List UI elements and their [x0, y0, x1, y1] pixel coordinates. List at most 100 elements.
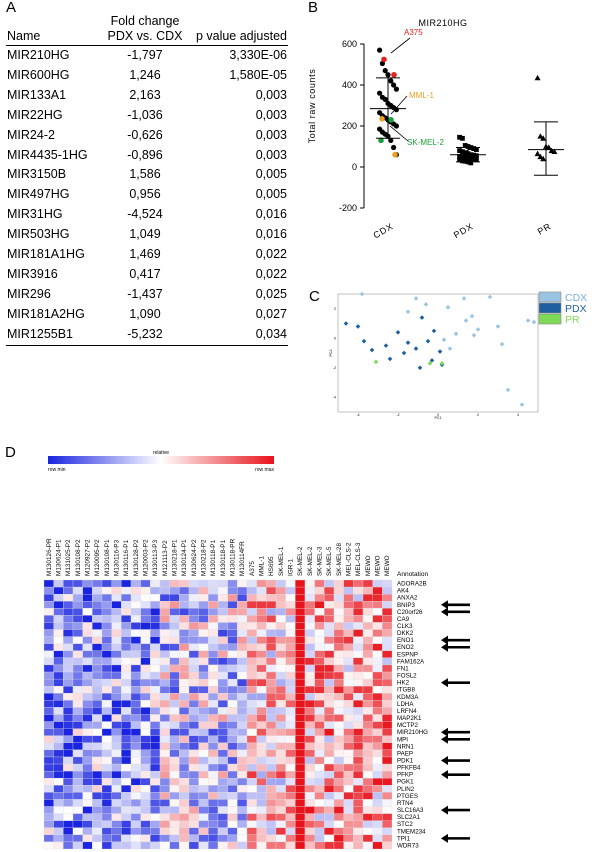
- heatmap-cell: [111, 650, 122, 659]
- heatmap-cell: [382, 735, 393, 743]
- heatmap-cell: [372, 742, 383, 751]
- cdx-point: [379, 60, 385, 67]
- heatmap-cell: [304, 820, 315, 828]
- heatmap-cell: [198, 806, 209, 814]
- heatmap-cell: [111, 657, 122, 666]
- column-label: M130124-P1: [181, 539, 188, 576]
- heatmap-cell: [237, 721, 248, 729]
- heatmap-cell: [295, 714, 306, 722]
- heatmap-cell: [275, 622, 286, 630]
- heatmap-cell: [372, 778, 383, 786]
- heatmap-cell: [237, 763, 248, 772]
- heatmap-cell: [304, 770, 315, 779]
- heatmap-cell: [362, 763, 373, 772]
- heatmap-cell: [63, 763, 74, 772]
- heatmap-cell: [227, 792, 238, 800]
- heatmap-cell: [314, 608, 325, 616]
- highlight-point-mml-1: [392, 151, 398, 158]
- table-row: MIR133A1 2,163 0,003: [6, 86, 288, 106]
- heatmap-cell: [150, 799, 161, 807]
- heatmap-cell: [246, 834, 257, 843]
- heatmap-cell: [198, 834, 209, 843]
- heatmap-cell: [82, 806, 93, 814]
- heatmap-cell: [217, 579, 228, 588]
- heatmap-cell: [53, 686, 64, 694]
- heatmap-cell: [353, 827, 364, 835]
- heatmap-cell: [333, 820, 344, 828]
- heatmap-cell: [101, 594, 112, 602]
- heatmap-cell: [198, 629, 209, 637]
- heatmap-cell: [285, 579, 296, 588]
- heatmap-cell: [227, 700, 238, 708]
- heatmap-cell: [72, 820, 83, 828]
- table-row: MIR600HG 1,246 1,580E-05: [6, 66, 288, 86]
- heatmap-cell: [266, 834, 277, 843]
- heatmap-cell: [324, 770, 335, 779]
- heatmap-cell: [256, 827, 267, 835]
- heatmap-cell: [275, 834, 286, 843]
- heatmap-cell: [121, 792, 132, 800]
- column-label: M120927-P2: [85, 539, 92, 576]
- heatmap-cell: [101, 608, 112, 616]
- heatmap-cell: [372, 629, 383, 637]
- heatmap-cell: [179, 700, 190, 708]
- heatmap-cell: [72, 841, 83, 850]
- pdx-point: [457, 153, 462, 159]
- heatmap-cell: [237, 799, 248, 807]
- pdx-point: [460, 158, 465, 164]
- heatmap-cell: [333, 742, 344, 751]
- heatmap-cell: [227, 763, 238, 772]
- heatmap-cell: [217, 841, 228, 850]
- heatmap-cell: [92, 586, 103, 595]
- heatmap-cell: [266, 579, 277, 588]
- heatmap-cell: [362, 714, 373, 722]
- column-label: M130108-P1: [104, 539, 111, 576]
- heatmap-cell: [101, 827, 112, 835]
- heatmap-cell: [343, 834, 354, 843]
- heatmap-cell: [179, 643, 190, 651]
- heatmap-cell: [295, 678, 306, 687]
- heatmap-cell: [121, 686, 132, 694]
- header-p-value: p value adjusted: [195, 29, 287, 43]
- heatmap-cell: [111, 693, 122, 701]
- heatmap-cell: [188, 594, 199, 602]
- heatmap-cell: [82, 615, 93, 623]
- heatmap-cell: [159, 615, 170, 623]
- heatmap-cell: [382, 693, 393, 701]
- heatmap-cell: [256, 650, 267, 659]
- heatmap-cell: [266, 700, 277, 708]
- heatmap-cell: [63, 827, 74, 835]
- heatmap-cell: [159, 601, 170, 609]
- p-value-cell: 0,005: [255, 167, 287, 182]
- heatmap-cell: [92, 827, 103, 835]
- pca-ylabel: PC2: [329, 350, 333, 357]
- heatmap-cell: [53, 594, 64, 602]
- heatmap-cell: [111, 629, 122, 637]
- heatmap-cell: [295, 841, 306, 850]
- heatmap-cell: [295, 799, 306, 807]
- heatmap-cell: [295, 636, 306, 644]
- heatmap-cell: [159, 707, 170, 715]
- heatmap-cell: [208, 721, 219, 729]
- heatmap-cell: [63, 594, 74, 602]
- pca-y-tick: 2: [334, 307, 336, 311]
- heatmap-cell: [333, 579, 344, 588]
- heatmap-cell: [285, 622, 296, 630]
- heatmap-cell: [237, 686, 248, 694]
- heatmap-cell: [266, 785, 277, 793]
- heatmap-cell: [217, 650, 228, 659]
- row-label-rtn4: RTN4: [397, 800, 414, 807]
- row-label-itgb8: ITGB8: [397, 687, 415, 694]
- heatmap-cell: [285, 785, 296, 793]
- heatmap-cell: [140, 700, 151, 708]
- heatmap-cell: [130, 841, 141, 850]
- cdx-point: [377, 47, 383, 53]
- heatmap-cell: [256, 735, 267, 743]
- heatmap-cell: [275, 615, 286, 623]
- heatmap-cell: [111, 792, 122, 800]
- heatmap-cell: [295, 608, 306, 616]
- heatmap-cell: [217, 686, 228, 694]
- heatmap-cell: [130, 678, 141, 687]
- heatmap-cell: [372, 693, 383, 701]
- heatmap-cell: [266, 657, 277, 666]
